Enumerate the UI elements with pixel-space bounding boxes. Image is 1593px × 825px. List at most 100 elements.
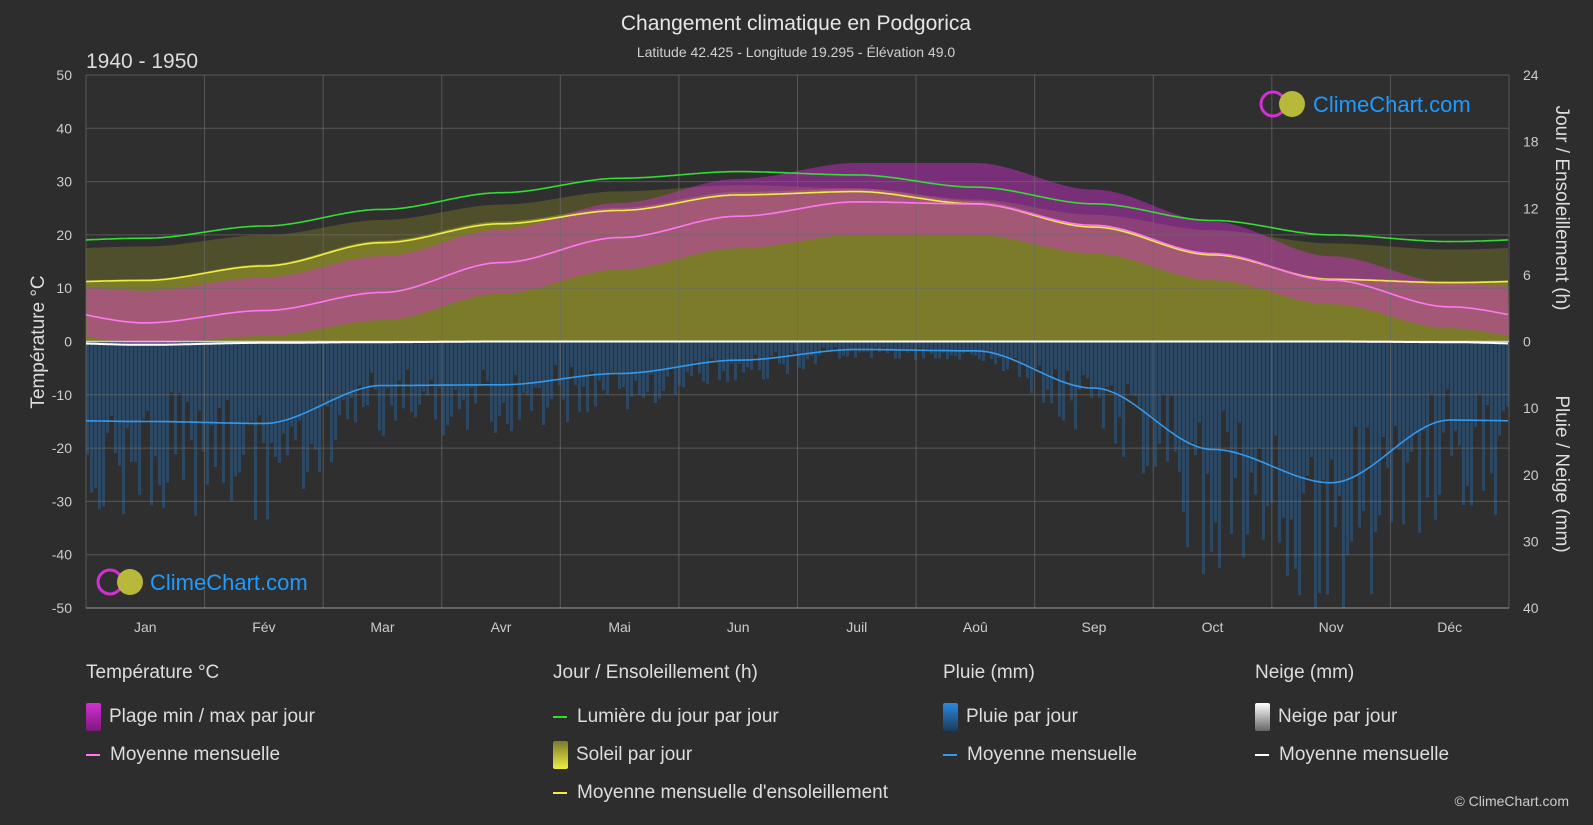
rain-bar — [1482, 341, 1485, 491]
rain-bar — [1406, 341, 1409, 463]
logo-top[interactable]: ClimeChart.com — [1259, 90, 1471, 118]
rain-bar — [242, 341, 245, 455]
rain-bar — [942, 341, 945, 353]
rain-bar — [150, 341, 153, 506]
rain-bar — [690, 341, 693, 377]
rain-bar — [802, 341, 805, 370]
rain-bar — [710, 341, 713, 359]
rain-bar — [570, 341, 573, 367]
rain-bar — [370, 341, 373, 373]
rain-bar — [314, 341, 317, 450]
rain-bar — [1050, 341, 1053, 404]
left-tick-label: 0 — [64, 334, 72, 350]
rain-bar — [582, 341, 585, 387]
rain-bar — [498, 341, 501, 416]
copyright[interactable]: © ClimeChart.com — [1454, 793, 1569, 809]
rain-bar — [806, 341, 809, 360]
rain-bar — [1498, 341, 1501, 436]
rain-bar — [1046, 341, 1049, 390]
rain-bar — [210, 341, 213, 426]
rain-bar — [1262, 341, 1265, 540]
legend-snow-title: Neige (mm) — [1255, 662, 1355, 683]
rain-bar — [1474, 341, 1477, 428]
rain-bar — [502, 341, 505, 403]
rain-bar — [1210, 341, 1213, 552]
rain-bar — [1266, 341, 1269, 506]
rain-bar — [550, 341, 553, 400]
rain-bar — [1174, 341, 1177, 452]
rain-bar — [1442, 341, 1445, 433]
rain-bar — [346, 341, 349, 420]
rain-bar — [1358, 341, 1361, 528]
rain-bar — [1214, 341, 1217, 523]
right-bottom-axis-label: Pluie / Neige (mm) — [1551, 395, 1572, 552]
legend-rain-mean-label: Moyenne mensuelle — [967, 744, 1138, 765]
rain-bar — [1226, 341, 1229, 433]
left-tick-label: 20 — [56, 227, 72, 243]
rain-bar — [826, 341, 829, 350]
rain-bar — [230, 341, 233, 502]
rain-bar — [486, 341, 489, 382]
rain-bar — [494, 341, 497, 433]
rain-bar — [434, 341, 437, 420]
rain-bar — [1430, 341, 1433, 395]
legend-temp-range-label: Plage min / max par jour — [109, 706, 315, 727]
rain-bar — [682, 341, 685, 388]
rain-bar — [222, 341, 225, 483]
right-top-axis-label: Jour / Ensoleillement (h) — [1551, 106, 1572, 311]
rain-bar — [1238, 341, 1241, 423]
legend-item-rain: Pluie par jour — [943, 698, 1137, 736]
rain-bar — [818, 341, 821, 356]
logo-text-top: ClimeChart.com — [1313, 92, 1471, 117]
rain-bar — [1494, 341, 1497, 515]
legend-snow-label: Neige par jour — [1278, 706, 1398, 727]
rain-bar — [286, 341, 289, 456]
rain-bar — [834, 341, 837, 348]
rain-bar — [1126, 341, 1129, 384]
rain-bar — [746, 341, 749, 368]
rain-bar — [218, 341, 221, 408]
rain-bar — [866, 341, 869, 352]
rain-bar — [1390, 341, 1393, 523]
rain-bar — [526, 341, 529, 396]
rain-bar — [886, 341, 889, 354]
rain-bar — [1058, 341, 1061, 417]
rain-bar — [678, 341, 681, 387]
logo-text-bottom: ClimeChart.com — [150, 570, 308, 595]
rain-bar — [1070, 341, 1073, 401]
rain-bar — [214, 341, 217, 467]
rain-bar — [646, 341, 649, 392]
rain-bar — [1294, 341, 1297, 569]
rain-bar — [698, 341, 701, 374]
rain-bar — [306, 341, 309, 473]
rain-bar — [162, 341, 165, 508]
rain-bar — [1222, 341, 1225, 411]
rain-bar — [1318, 341, 1321, 593]
rain-bar — [686, 341, 689, 373]
rain-bar — [1458, 341, 1461, 446]
rain-bar — [1298, 341, 1301, 596]
rain-bar — [366, 341, 369, 406]
rain-bar — [670, 341, 673, 369]
chart-title: Changement climatique en Podgorica — [621, 12, 972, 35]
legend-temp-mean-label: Moyenne mensuelle — [110, 744, 281, 765]
rain-bar — [1506, 341, 1509, 407]
rain-bar — [602, 341, 605, 391]
rain-bar — [174, 341, 177, 455]
rain-bar — [1038, 341, 1041, 366]
rain-bar — [642, 341, 645, 398]
right-hours-tick-label: 24 — [1523, 67, 1539, 83]
daylight-line — [85, 170, 1509, 243]
rain-bar — [742, 341, 745, 373]
logo-bottom[interactable]: ClimeChart.com — [96, 568, 308, 596]
rain-bar — [1306, 341, 1309, 477]
rain-bar — [714, 341, 717, 360]
rain-mean-swatch — [943, 754, 957, 756]
rain-bar — [774, 341, 777, 353]
rain-bar — [926, 341, 929, 349]
legend-snow-mean-label: Moyenne mensuelle — [1279, 744, 1450, 765]
rain-bar — [490, 341, 493, 422]
legend: Température °C Plage min / max par jour … — [0, 662, 1593, 812]
daylight-swatch — [553, 716, 567, 718]
